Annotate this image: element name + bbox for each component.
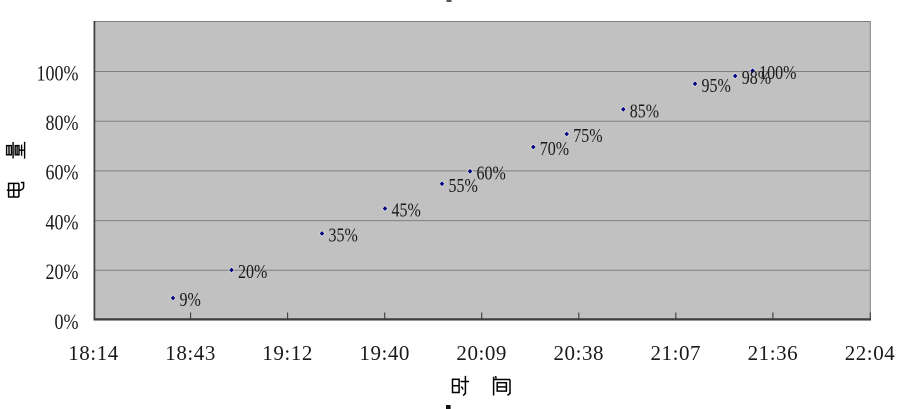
svg-text:75%: 75% xyxy=(573,124,602,146)
svg-text:85%: 85% xyxy=(630,100,659,122)
svg-text:0%: 0% xyxy=(55,310,79,334)
svg-text:9%: 9% xyxy=(180,288,201,310)
svg-text:21:07: 21:07 xyxy=(651,341,702,365)
svg-text:20%: 20% xyxy=(238,260,267,282)
svg-text:60%: 60% xyxy=(477,162,506,184)
svg-text:20:38: 20:38 xyxy=(554,341,605,365)
svg-text:70%: 70% xyxy=(540,137,569,159)
svg-text:21:36: 21:36 xyxy=(748,341,799,365)
svg-text:45%: 45% xyxy=(392,199,421,221)
svg-text:20:09: 20:09 xyxy=(456,341,507,365)
svg-text:19:12: 19:12 xyxy=(262,341,313,365)
svg-text:100%: 100% xyxy=(759,61,796,83)
svg-text:18:43: 18:43 xyxy=(165,341,216,365)
svg-text:95%: 95% xyxy=(702,74,731,96)
svg-text:20%: 20% xyxy=(46,260,79,284)
svg-text:98%: 98% xyxy=(742,66,771,88)
svg-text:100%: 100% xyxy=(37,62,79,86)
svg-text:22:04: 22:04 xyxy=(845,341,896,365)
svg-text:19:40: 19:40 xyxy=(359,341,410,365)
svg-text:18:14: 18:14 xyxy=(68,341,119,365)
svg-text:80%: 80% xyxy=(46,111,79,135)
svg-text:55%: 55% xyxy=(449,174,478,196)
svg-text:35%: 35% xyxy=(329,224,358,246)
svg-text:60%: 60% xyxy=(46,161,79,185)
svg-text:40%: 40% xyxy=(46,211,79,235)
